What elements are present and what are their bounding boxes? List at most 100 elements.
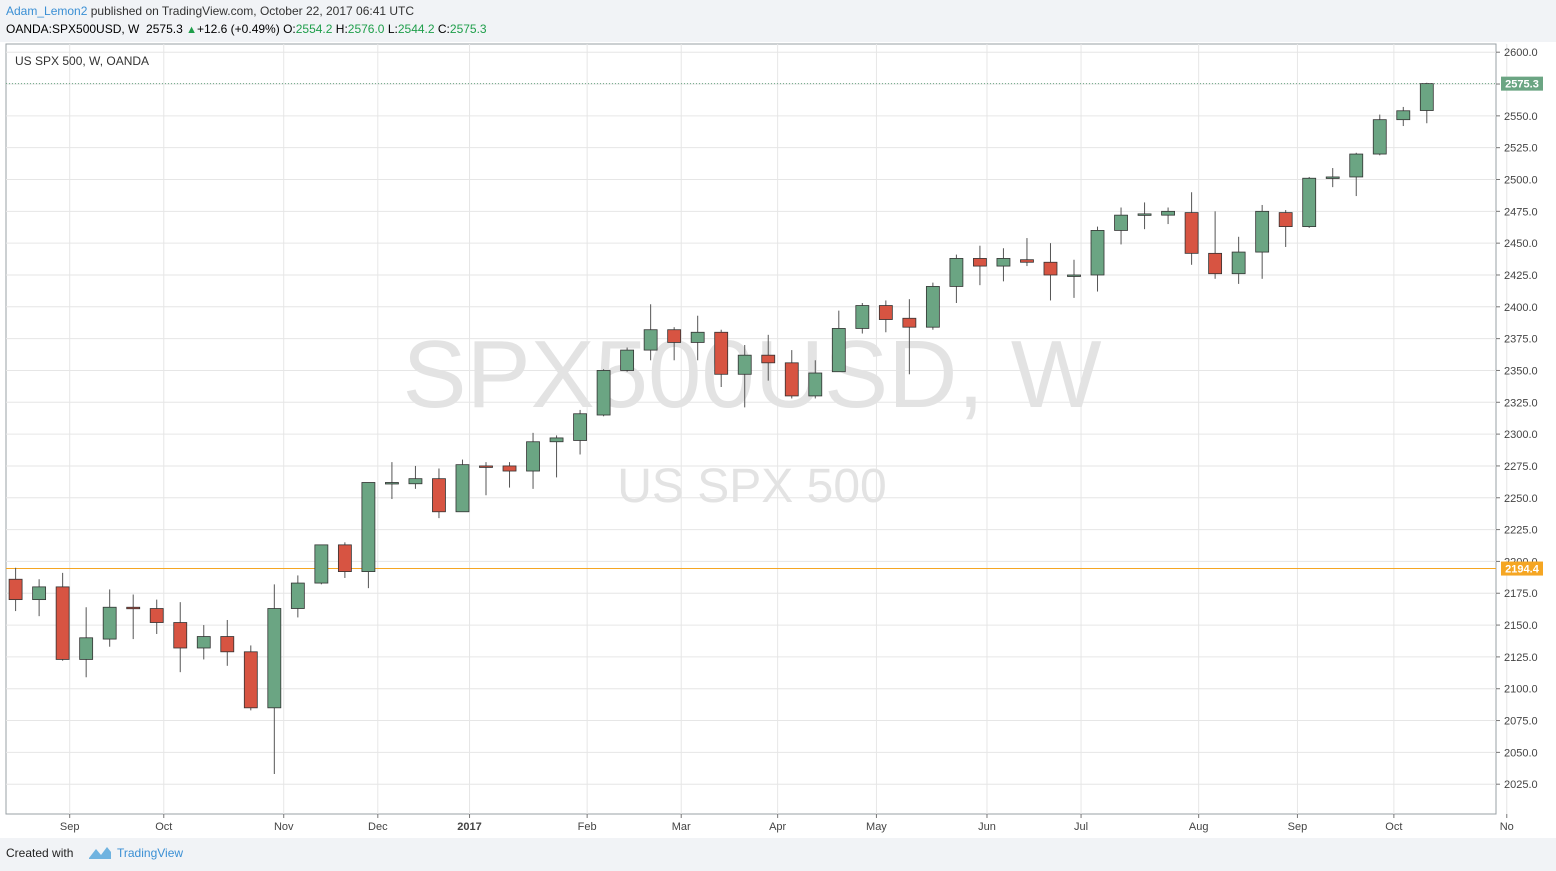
candle[interactable] xyxy=(737,345,752,408)
candle[interactable] xyxy=(1090,226,1105,292)
candle[interactable] xyxy=(1302,176,1317,228)
candle[interactable] xyxy=(220,619,235,666)
candle[interactable] xyxy=(1067,259,1081,298)
price-axis[interactable]: 2025.0 2050.0 2075.0 2100.0 2125.0 2150.0 2175… xyxy=(1496,47,1538,791)
candle[interactable] xyxy=(337,542,352,578)
candle[interactable] xyxy=(1278,210,1293,247)
candle[interactable] xyxy=(1184,192,1199,265)
candle-body xyxy=(690,331,705,343)
candle[interactable] xyxy=(784,350,799,399)
candle[interactable] xyxy=(314,544,329,585)
candle-body xyxy=(337,544,352,573)
candle[interactable] xyxy=(32,579,47,617)
candle[interactable] xyxy=(855,302,870,334)
last-price: 2575.3 xyxy=(146,22,183,36)
candle[interactable] xyxy=(831,310,846,373)
candle[interactable] xyxy=(667,327,682,361)
candle[interactable] xyxy=(1020,238,1034,267)
candle-body xyxy=(8,578,23,601)
candle-body xyxy=(878,305,893,320)
candle-body xyxy=(1067,274,1081,277)
candle[interactable] xyxy=(408,465,423,489)
candle[interactable] xyxy=(1372,114,1387,156)
x-tick-label: No xyxy=(1500,821,1514,833)
chart-header: Adam_Lemon2 published on TradingView.com… xyxy=(0,0,1556,42)
chart-legend-title: US SPX 500, W, OANDA xyxy=(15,54,149,68)
y-tick-label: 2225.0 xyxy=(1504,525,1538,537)
candle-body xyxy=(1255,210,1270,253)
candle[interactable] xyxy=(173,602,188,673)
y-tick-label: 2075.0 xyxy=(1504,716,1538,728)
candle[interactable] xyxy=(79,607,94,678)
candle[interactable] xyxy=(1255,204,1270,279)
candle[interactable] xyxy=(290,575,305,618)
candle[interactable] xyxy=(8,567,23,612)
candle[interactable] xyxy=(714,329,729,388)
candle[interactable] xyxy=(690,315,705,361)
price-chart[interactable]: SPX500USD, W US SPX 500 US SPX 500, W, O… xyxy=(0,42,1556,838)
y-tick-label: 2500.0 xyxy=(1504,175,1538,187)
candle[interactable] xyxy=(878,300,893,333)
y-tick-label: 2175.0 xyxy=(1504,588,1538,600)
candle[interactable] xyxy=(549,435,564,478)
candle[interactable] xyxy=(102,589,117,647)
candle[interactable] xyxy=(1231,236,1246,284)
candle-body xyxy=(620,349,635,371)
y-tick-label: 2300.0 xyxy=(1504,429,1538,441)
candle[interactable] xyxy=(385,462,399,500)
candle[interactable] xyxy=(1114,207,1128,245)
x-tick-label: Nov xyxy=(274,821,294,833)
candle[interactable] xyxy=(573,409,587,455)
candle[interactable] xyxy=(973,245,987,286)
candle[interactable] xyxy=(126,594,141,640)
horizontal-line[interactable] xyxy=(6,83,1496,570)
candle[interactable] xyxy=(432,468,446,519)
candle[interactable] xyxy=(267,584,282,775)
candle[interactable] xyxy=(1161,207,1175,225)
candle[interactable] xyxy=(479,462,493,496)
candle[interactable] xyxy=(949,254,964,303)
candle[interactable] xyxy=(620,347,635,372)
symbol-name[interactable]: OANDA:SPX500USD, W xyxy=(6,22,140,36)
candle[interactable] xyxy=(455,459,470,513)
hline-price-tag: 2194.4 xyxy=(1501,561,1543,576)
candle[interactable] xyxy=(1419,82,1434,124)
candle[interactable] xyxy=(643,304,658,361)
candle-body xyxy=(267,608,282,709)
candle-body xyxy=(761,354,776,364)
candle[interactable] xyxy=(196,625,211,660)
y-tick-label: 2600.0 xyxy=(1504,47,1538,59)
candle-body xyxy=(1137,213,1152,216)
candle[interactable] xyxy=(526,432,540,489)
candle[interactable] xyxy=(1208,211,1223,279)
candle[interactable] xyxy=(1137,202,1152,230)
time-axis[interactable]: Sep Oct Nov Dec 2017 Feb Mar Apr May Jun Jul Aug Sep… xyxy=(60,814,1514,833)
close-value: 2575.3 xyxy=(449,22,487,36)
candle[interactable] xyxy=(996,248,1011,282)
y-tick-label: 2425.0 xyxy=(1504,270,1538,282)
candle-body xyxy=(432,478,446,513)
candle[interactable] xyxy=(55,572,70,661)
candle[interactable] xyxy=(1349,152,1364,197)
price-tags: 2575.3 2194.4 xyxy=(1501,76,1543,576)
candle-body xyxy=(643,329,658,351)
candle[interactable] xyxy=(149,599,164,634)
last-price-tag-bg xyxy=(1501,76,1543,91)
candle[interactable] xyxy=(502,462,517,488)
candle[interactable] xyxy=(925,282,940,330)
candle[interactable] xyxy=(243,645,258,711)
candle-body xyxy=(855,305,870,329)
author-link[interactable]: Adam_Lemon2 xyxy=(6,4,88,18)
candle[interactable] xyxy=(596,369,611,417)
candle[interactable] xyxy=(902,299,917,375)
candle[interactable] xyxy=(1043,243,1058,301)
candle[interactable] xyxy=(761,334,776,381)
candle[interactable] xyxy=(1396,106,1411,127)
tradingview-link[interactable]: TradingView xyxy=(117,846,184,860)
candle[interactable] xyxy=(1325,168,1340,188)
y-tick-label: 2050.0 xyxy=(1504,747,1538,759)
candle-body xyxy=(314,544,329,584)
candle[interactable] xyxy=(361,482,376,589)
candle[interactable] xyxy=(808,360,823,399)
candle-body xyxy=(973,258,987,267)
